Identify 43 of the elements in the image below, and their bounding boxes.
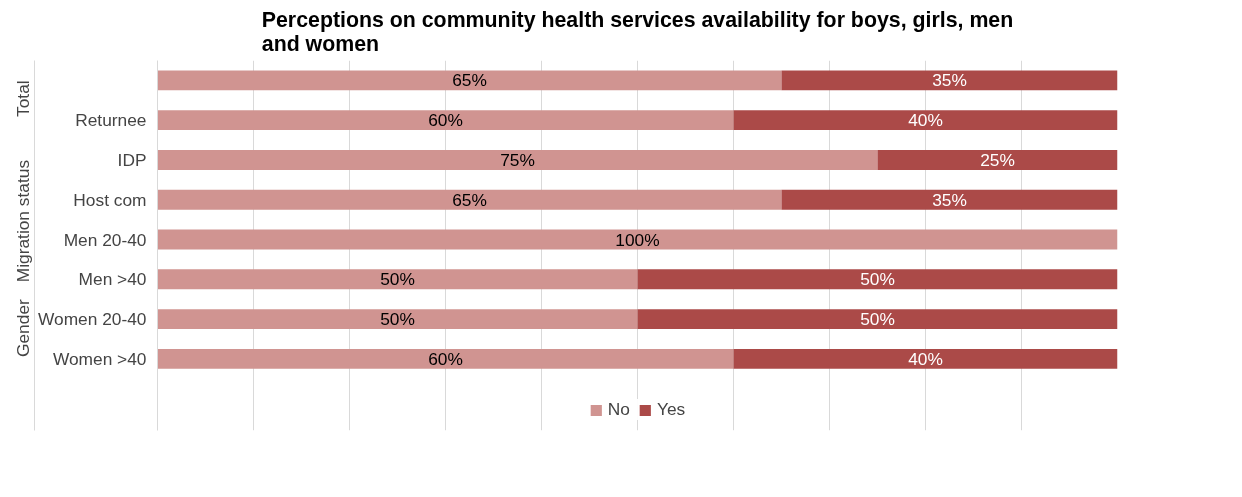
bar: [781, 70, 1118, 91]
data-label: 65%: [452, 189, 487, 210]
data-label: 50%: [860, 269, 895, 290]
y-tick-label: Women >40: [52, 348, 147, 369]
data-label: 60%: [428, 348, 463, 369]
data-label: 75%: [500, 149, 535, 170]
y-tick-label: Women 20-40: [37, 309, 147, 330]
y-tick-label: Returnee: [75, 110, 147, 131]
bar: [157, 110, 734, 131]
bar: [157, 229, 1118, 250]
bar: [157, 309, 638, 330]
bar: [733, 348, 1118, 369]
data-label: 40%: [908, 110, 943, 131]
bar: [157, 70, 782, 91]
data-label: 50%: [380, 309, 415, 330]
text: Total: [13, 80, 34, 117]
text: Gender: [13, 298, 34, 358]
y-tick-label: IDP: [117, 149, 147, 170]
legend-label: Yes: [656, 399, 686, 420]
bar: [781, 189, 1118, 210]
bar: [157, 348, 734, 369]
text: Migration status: [13, 159, 34, 283]
data-label: 65%: [452, 70, 487, 91]
data-label: 50%: [860, 309, 895, 330]
chart-title: Perceptions on community health services availability for boys, girls, men and women: [261, 7, 1014, 56]
data-label: 50%: [380, 269, 415, 290]
bar: [637, 309, 1118, 330]
legend-label: No: [607, 399, 630, 420]
data-label: 25%: [980, 149, 1015, 170]
bar: [877, 150, 1118, 170]
bar: [157, 189, 782, 210]
data-label: 35%: [932, 189, 967, 210]
data-label: 100%: [615, 229, 660, 250]
y-tick-label: Men >40: [78, 269, 147, 290]
y-tick-label: Host com: [73, 189, 147, 210]
y-tick-label: Men 20-40: [63, 229, 147, 250]
bar: [157, 150, 878, 170]
bar: [157, 269, 638, 290]
bar: [733, 110, 1118, 131]
data-label: 40%: [908, 348, 943, 369]
data-label: 60%: [428, 110, 463, 131]
data-label: 35%: [932, 70, 967, 91]
bar: [637, 269, 1118, 290]
